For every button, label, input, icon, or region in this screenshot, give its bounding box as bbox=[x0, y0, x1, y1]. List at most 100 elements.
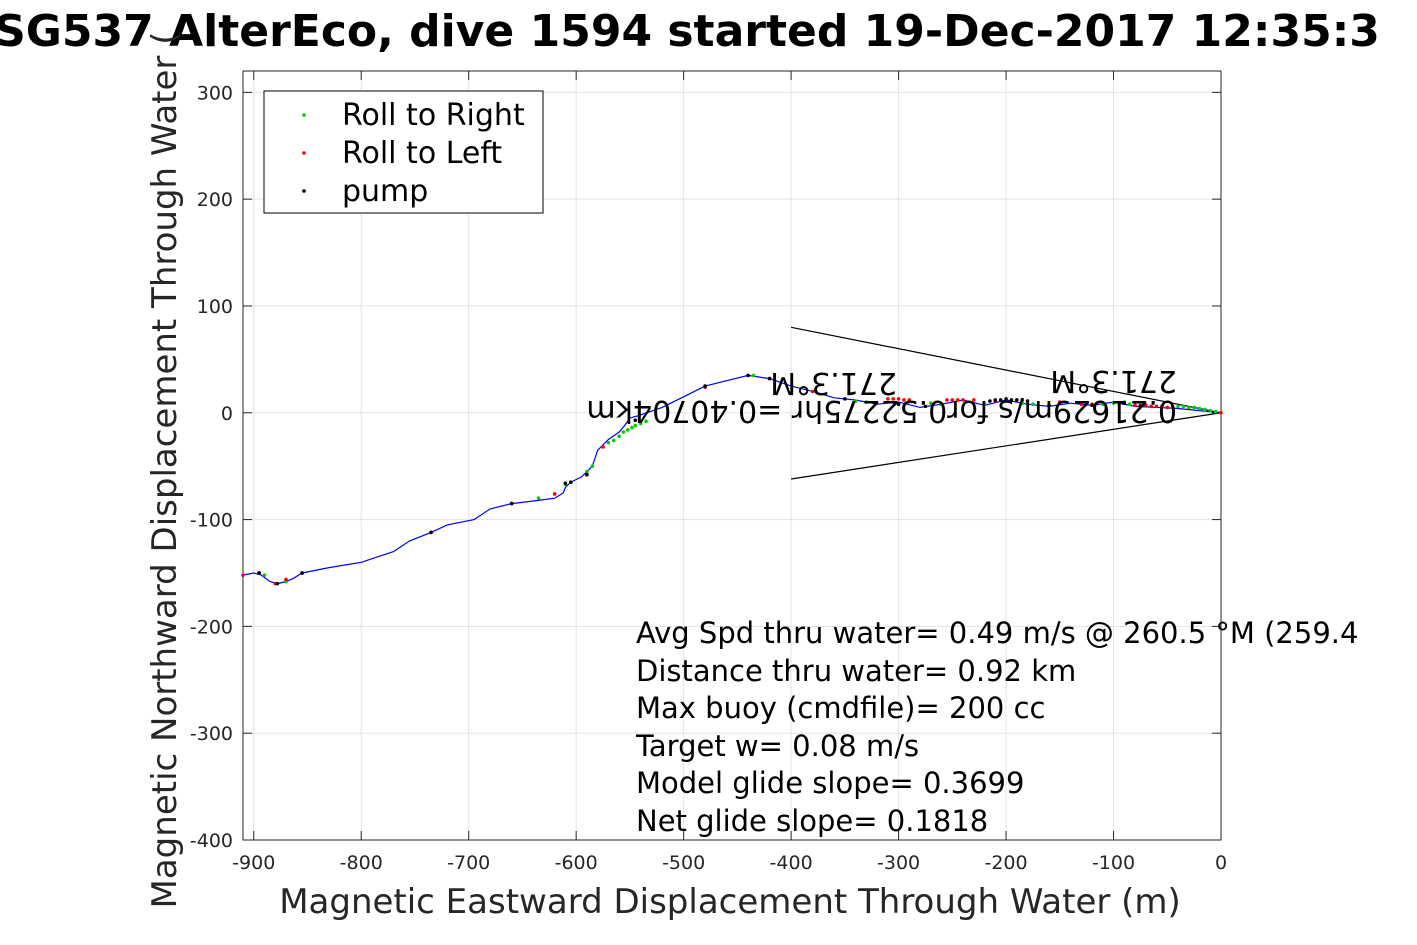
roll-right-point bbox=[1203, 407, 1207, 412]
pump-point bbox=[585, 472, 589, 477]
roll-left-point bbox=[907, 398, 912, 402]
x-tick-label: -800 bbox=[340, 852, 383, 874]
roll-right-point bbox=[625, 428, 630, 432]
chart-title: SG537 AlterEco, dive 1594 started 19-Dec… bbox=[0, 6, 1380, 57]
bearing-wedge-line bbox=[791, 412, 1222, 480]
roll-left-point bbox=[902, 398, 906, 402]
roll-left-point bbox=[1160, 404, 1164, 409]
legend-roll-right-label: Roll to Right bbox=[342, 98, 525, 133]
pump-point bbox=[1025, 399, 1030, 403]
roll-left-point bbox=[891, 397, 896, 401]
roll-right-point bbox=[630, 425, 634, 430]
y-axis-label: Magnetic Northward Displacement Through … bbox=[145, 32, 185, 909]
roll-right-point bbox=[751, 373, 756, 378]
roll-right-point bbox=[611, 438, 616, 443]
roll-right-point bbox=[1197, 406, 1202, 411]
roll-left-point bbox=[945, 398, 949, 402]
legend: Roll to Right Roll to Left pump bbox=[263, 90, 544, 214]
roll-right-point bbox=[633, 423, 638, 428]
roll-right-point bbox=[982, 402, 987, 407]
x-tick-label: -700 bbox=[447, 852, 490, 874]
flipped-vector-labels: 0.21629m/s for0.52275hr =0.40704km 271.3… bbox=[586, 363, 1177, 428]
roll-right-point bbox=[939, 402, 944, 407]
roll-left-point bbox=[896, 397, 901, 401]
roll-right-point bbox=[1127, 402, 1132, 407]
y-tick-label: -100 bbox=[190, 510, 233, 532]
vector-speed-label: 0.21629m/s for0.52275hr =0.40704km bbox=[586, 393, 1177, 428]
legend-roll-right-marker bbox=[302, 113, 306, 117]
roll-right-point bbox=[929, 401, 933, 405]
roll-left-point bbox=[1219, 410, 1223, 415]
roll-right-point bbox=[1213, 409, 1218, 414]
vector-heading-label-b: 271.3°M bbox=[770, 365, 897, 400]
roll-left-point bbox=[241, 573, 245, 577]
roll-left-point bbox=[1170, 405, 1175, 410]
pump-point bbox=[275, 581, 280, 586]
legend-pump-marker bbox=[302, 189, 306, 193]
pump-point bbox=[1009, 398, 1014, 402]
roll-left-point bbox=[284, 577, 288, 582]
legend-roll-left-label: Roll to Left bbox=[342, 136, 502, 171]
pump-point bbox=[993, 398, 998, 402]
pump-point bbox=[923, 404, 928, 409]
pump-point bbox=[746, 373, 750, 378]
roll-right-point bbox=[536, 496, 541, 501]
legend-roll-left-marker bbox=[302, 151, 306, 155]
stats-annotations: Avg Spd thru water= 0.49 m/s @ 260.5 °M … bbox=[635, 616, 1358, 838]
pump-point bbox=[1138, 404, 1143, 409]
roll-right-point bbox=[1208, 408, 1213, 413]
roll-left-point bbox=[1165, 405, 1170, 410]
roll-right-point bbox=[1181, 404, 1186, 409]
legend-pump-label: pump bbox=[342, 174, 428, 209]
pump-point bbox=[568, 480, 573, 485]
y-tick-label: 100 bbox=[197, 296, 233, 318]
y-tick-label: 0 bbox=[221, 403, 233, 425]
roll-left-point bbox=[1079, 402, 1084, 407]
roll-right-point bbox=[1111, 401, 1116, 405]
roll-right-point bbox=[1031, 402, 1035, 407]
annotation-model-glide: Model glide slope= 0.3699 bbox=[636, 766, 1024, 800]
pump-point bbox=[1004, 397, 1008, 401]
roll-left-point bbox=[1057, 400, 1062, 404]
x-tick-label: -200 bbox=[984, 852, 1027, 874]
pump-point bbox=[988, 399, 992, 403]
plot-border bbox=[242, 70, 1222, 841]
roll-right-point bbox=[617, 434, 621, 439]
roll-right-point bbox=[638, 421, 643, 426]
roll-right-point bbox=[621, 430, 626, 434]
y-tick-label: 200 bbox=[197, 189, 233, 211]
pump-point bbox=[1047, 403, 1051, 408]
bearing-wedge-line bbox=[790, 326, 1222, 414]
roll-right-point bbox=[644, 419, 648, 424]
pump-point bbox=[563, 481, 568, 486]
x-tick-label: -500 bbox=[662, 852, 705, 874]
y-tick-label: -300 bbox=[190, 723, 233, 745]
y-tick-label: -400 bbox=[190, 830, 233, 852]
x-tick-label: -100 bbox=[1092, 852, 1135, 874]
pump-point bbox=[509, 501, 514, 506]
x-tick-label: 0 bbox=[1215, 852, 1227, 874]
annotation-distance: Distance thru water= 0.92 km bbox=[636, 654, 1076, 688]
roll-right-point bbox=[1100, 402, 1105, 407]
x-tick-label: -400 bbox=[770, 852, 813, 874]
x-tick-label: -300 bbox=[877, 852, 920, 874]
vector-heading-label-a: 271.3°M bbox=[1050, 363, 1177, 398]
x-tick-label: -600 bbox=[555, 852, 598, 874]
legend-box bbox=[263, 90, 544, 214]
pump-point bbox=[843, 397, 847, 401]
roll-left-point bbox=[552, 492, 557, 496]
roll-left-point bbox=[950, 398, 955, 402]
roll-right-point bbox=[853, 399, 858, 403]
annotation-avg-speed: Avg Spd thru water= 0.49 m/s @ 260.5 °M … bbox=[636, 616, 1358, 650]
y-tick-label: -200 bbox=[190, 616, 233, 638]
pump-point bbox=[300, 571, 304, 575]
axis-ticks: -900 -800 -700 -600 -500 -400 -300 -200 -100 0 -40… bbox=[190, 71, 1227, 874]
pump-point bbox=[703, 384, 707, 388]
bearing-wedge bbox=[790, 326, 1222, 480]
roll-left-point bbox=[1149, 404, 1153, 409]
roll-right-point bbox=[1020, 401, 1024, 405]
roll-left-point bbox=[886, 397, 890, 401]
pump-point bbox=[767, 376, 772, 381]
roll-right-point bbox=[1192, 405, 1196, 410]
